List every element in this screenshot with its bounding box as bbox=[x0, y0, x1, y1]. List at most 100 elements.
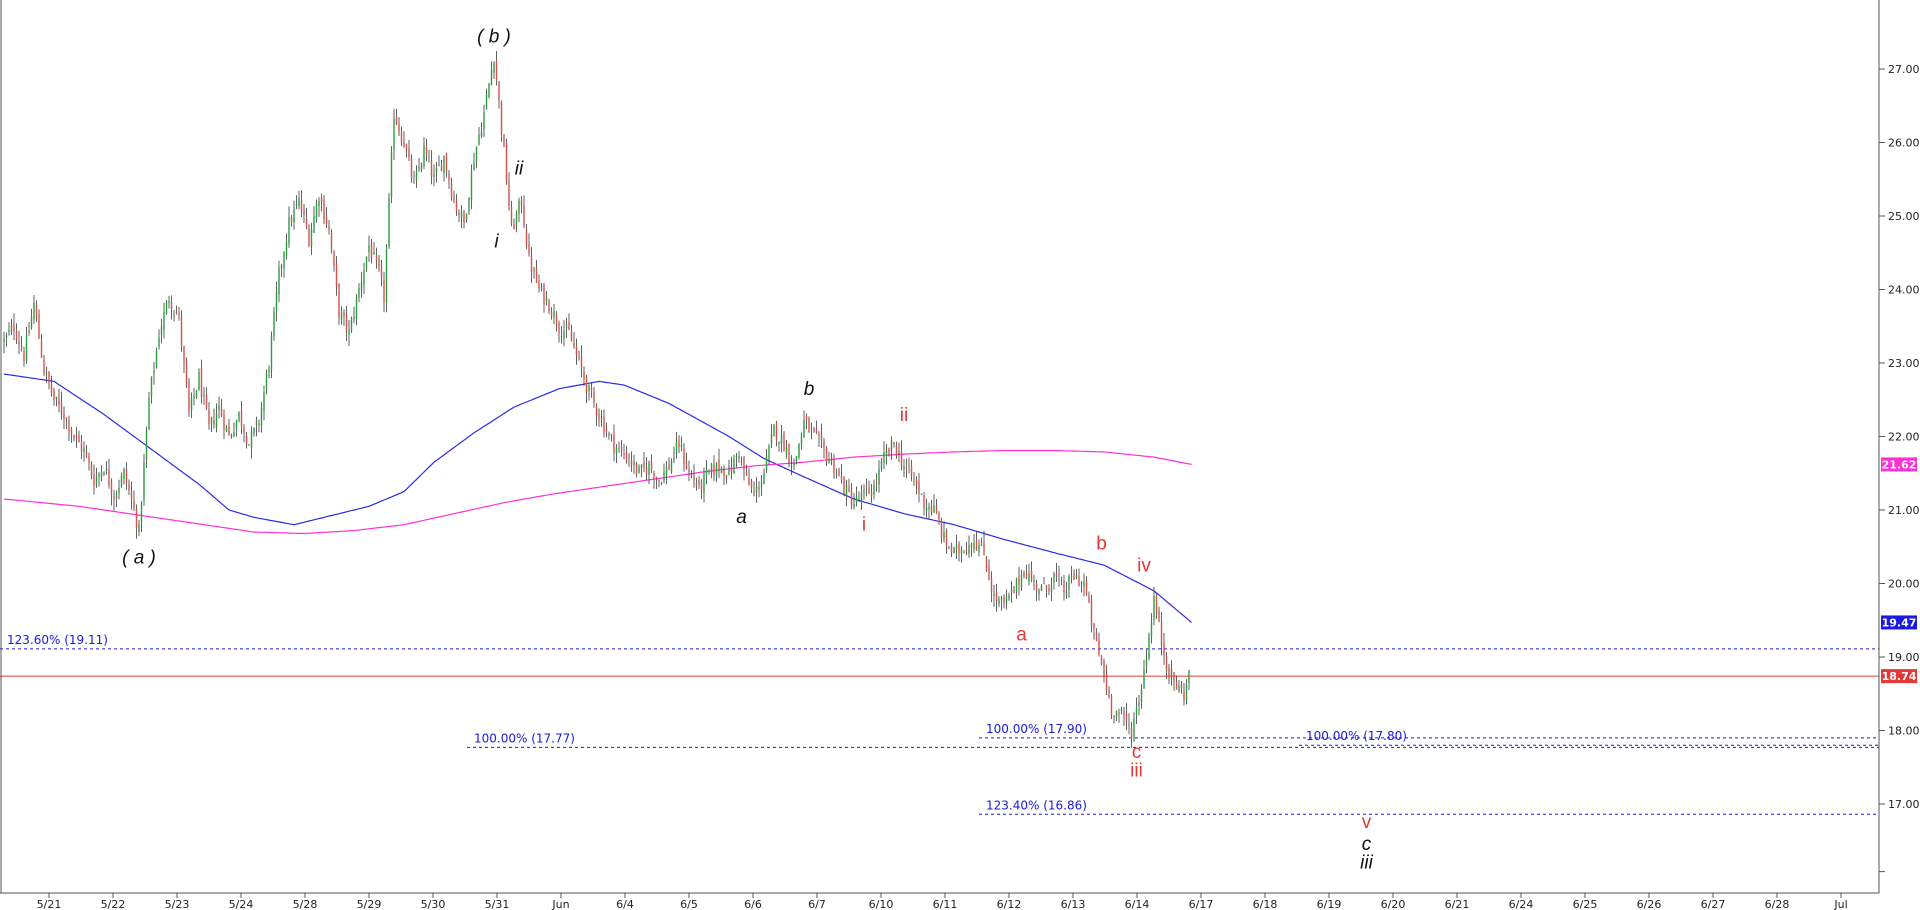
candle-body bbox=[570, 331, 573, 341]
wave-label: iii bbox=[1360, 852, 1373, 873]
candle-body bbox=[168, 300, 170, 303]
candle-body bbox=[93, 475, 95, 487]
candle-body bbox=[330, 232, 333, 251]
candle-body bbox=[645, 467, 648, 474]
candle-body bbox=[228, 426, 230, 436]
candle-body bbox=[968, 545, 970, 554]
candle-body bbox=[1063, 580, 1065, 593]
candle-body bbox=[165, 301, 168, 314]
candle-body bbox=[823, 441, 825, 448]
candle-body bbox=[920, 493, 923, 495]
candle-body bbox=[430, 160, 433, 177]
candle-body bbox=[728, 466, 730, 476]
candle-body bbox=[1128, 723, 1130, 725]
candle-body bbox=[973, 542, 975, 549]
candle-body bbox=[885, 450, 888, 456]
candle-body bbox=[348, 329, 350, 336]
candle-body bbox=[598, 414, 600, 420]
ma-line bbox=[3, 373, 1192, 623]
candle-body bbox=[208, 409, 210, 425]
y-tick-label: 24.00 bbox=[1888, 284, 1920, 297]
candle-body bbox=[845, 484, 848, 497]
x-tick-label: Jun bbox=[551, 898, 569, 910]
candle-body bbox=[553, 311, 555, 318]
candle-body bbox=[1143, 669, 1145, 689]
candle-body bbox=[633, 461, 635, 466]
candle-body bbox=[253, 427, 255, 435]
candle-body bbox=[205, 394, 208, 409]
candle-body bbox=[820, 434, 823, 440]
candle-body bbox=[1163, 643, 1165, 656]
candle-body bbox=[618, 447, 620, 449]
candle-body bbox=[325, 217, 328, 225]
candle-body bbox=[895, 444, 898, 456]
candle-body bbox=[873, 485, 875, 495]
candle-body bbox=[980, 543, 983, 546]
candle-body bbox=[1170, 668, 1173, 677]
candle-body bbox=[1098, 639, 1100, 655]
candle-body bbox=[270, 336, 273, 369]
candle-body bbox=[508, 181, 510, 207]
candle-body bbox=[1045, 585, 1048, 589]
candle-body bbox=[135, 508, 138, 529]
candle-body bbox=[428, 156, 430, 158]
candle-body bbox=[400, 131, 403, 142]
candle-body bbox=[865, 486, 868, 489]
candle-body bbox=[685, 462, 688, 470]
candle-body bbox=[550, 311, 553, 316]
x-tick-label: 6/11 bbox=[933, 898, 958, 910]
candle-body bbox=[248, 444, 250, 446]
candle-body bbox=[923, 495, 925, 508]
candle-body bbox=[750, 481, 753, 489]
candle-body bbox=[1015, 578, 1018, 592]
candle-body bbox=[965, 550, 968, 552]
candle-body bbox=[295, 203, 298, 206]
candle-body bbox=[160, 327, 163, 336]
candle-body bbox=[1178, 685, 1180, 691]
candle-body bbox=[843, 477, 845, 495]
candle-body bbox=[880, 460, 883, 470]
candle-body bbox=[43, 359, 45, 374]
candle-body bbox=[725, 475, 728, 478]
wave-label: a bbox=[1016, 625, 1027, 646]
candle-body bbox=[98, 473, 100, 477]
candle-body bbox=[373, 252, 375, 255]
candle-body bbox=[555, 314, 558, 326]
candle-body bbox=[938, 513, 940, 523]
candle-body bbox=[600, 418, 603, 420]
candle-body bbox=[185, 360, 188, 386]
candle-body bbox=[745, 471, 748, 476]
candle-body bbox=[628, 459, 630, 461]
candle-body bbox=[773, 424, 775, 436]
level-label: 100.00% (17.80) bbox=[1306, 729, 1407, 743]
candle-body bbox=[995, 591, 998, 602]
candle-body bbox=[470, 170, 473, 201]
candle-body bbox=[713, 465, 715, 476]
candle-body bbox=[675, 441, 678, 454]
candle-body bbox=[435, 167, 438, 173]
candle-body bbox=[798, 444, 800, 458]
candle-body bbox=[915, 479, 918, 486]
candle-body bbox=[1093, 623, 1095, 629]
candle-body bbox=[475, 146, 478, 162]
candle-body bbox=[220, 407, 223, 417]
candle-body bbox=[1095, 632, 1098, 641]
candle-body bbox=[498, 81, 500, 101]
candle-body bbox=[533, 269, 535, 272]
candle-body bbox=[483, 112, 485, 130]
y-tick-label: 18.00 bbox=[1888, 725, 1920, 738]
candle-body bbox=[858, 499, 860, 501]
candle-body bbox=[625, 452, 628, 462]
y-tick-label: 21.00 bbox=[1888, 504, 1920, 517]
candle-body bbox=[653, 473, 655, 480]
candle-body bbox=[80, 442, 83, 452]
candle-body bbox=[1183, 690, 1185, 701]
candle-body bbox=[815, 428, 818, 434]
candle-body bbox=[1120, 708, 1123, 712]
candle-body bbox=[240, 410, 243, 427]
candle-body bbox=[285, 241, 288, 257]
candle-body bbox=[783, 432, 785, 452]
value-tag bbox=[1881, 615, 1917, 630]
candle-body bbox=[370, 244, 373, 259]
candle-body bbox=[770, 433, 773, 444]
